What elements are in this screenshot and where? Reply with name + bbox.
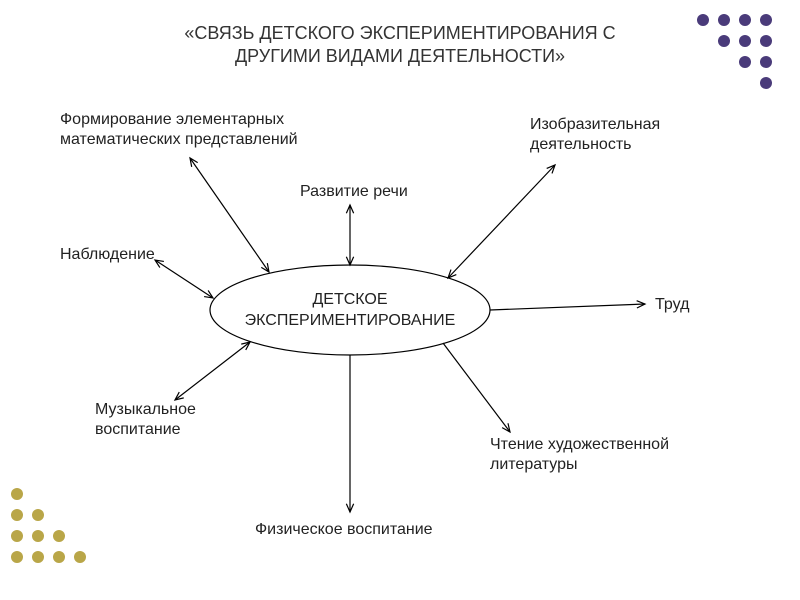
- arrowhead-icon: [155, 260, 164, 268]
- center-node: ДЕТСКОЕ ЭКСПЕРИМЕНТИРОВАНИЕ: [215, 290, 485, 332]
- node-music: Музыкальное воспитание: [95, 400, 196, 440]
- decorative-dot-icon: [11, 509, 23, 521]
- decorative-dot-icon: [11, 551, 23, 563]
- decorative-dot-icon: [32, 530, 44, 542]
- decorative-dot-icon: [739, 14, 751, 26]
- arrowhead-icon: [204, 290, 213, 298]
- decorative-dot-icon: [697, 14, 709, 26]
- connector-line: [175, 342, 250, 400]
- node-physical: Физическое воспитание: [255, 520, 433, 540]
- connector-line: [448, 165, 555, 278]
- decorative-dot-icon: [53, 551, 65, 563]
- arrowhead-icon: [346, 257, 353, 265]
- connector-line: [443, 343, 510, 432]
- decorative-dot-icon: [11, 488, 23, 500]
- arrowhead-icon: [346, 205, 353, 213]
- connector-line: [155, 260, 213, 298]
- node-speech: Развитие речи: [300, 182, 408, 202]
- decorative-dot-icon: [739, 56, 751, 68]
- connector-line: [190, 158, 269, 272]
- node-reading: Чтение художественной литературы: [490, 435, 669, 475]
- arrowhead-icon: [175, 392, 184, 400]
- decorative-dot-icon: [760, 77, 772, 89]
- node-art: Изобразительная деятельность: [530, 115, 660, 155]
- decorative-dot-icon: [760, 14, 772, 26]
- arrowhead-icon: [637, 301, 645, 308]
- decorative-dot-icon: [760, 35, 772, 47]
- decorative-dot-icon: [32, 509, 44, 521]
- node-labor: Труд: [655, 295, 689, 315]
- arrowhead-icon: [547, 165, 555, 173]
- decorative-dot-icon: [718, 14, 730, 26]
- arrowhead-icon: [448, 270, 456, 278]
- arrowhead-icon: [190, 158, 198, 167]
- decorative-dot-icon: [739, 35, 751, 47]
- arrowhead-icon: [261, 263, 269, 272]
- connector-line: [490, 304, 645, 310]
- decorative-dot-icon: [11, 530, 23, 542]
- arrowhead-icon: [241, 342, 250, 350]
- arrowhead-icon: [502, 423, 510, 432]
- decorative-dot-icon: [74, 551, 86, 563]
- decorative-dot-icon: [718, 35, 730, 47]
- decorative-dot-icon: [32, 551, 44, 563]
- diagram-canvas: { "title": { "text": "«СВЯЗЬ ДЕТСКОГО ЭК…: [0, 0, 800, 600]
- node-math: Формирование элементарных математических…: [60, 110, 298, 150]
- decorative-dot-icon: [53, 530, 65, 542]
- diagram-title: «СВЯЗЬ ДЕТСКОГО ЭКСПЕРИМЕНТИРОВАНИЯ С ДР…: [0, 22, 800, 69]
- arrowhead-icon: [346, 504, 353, 512]
- decorative-dot-icon: [760, 56, 772, 68]
- node-observe: Наблюдение: [60, 245, 155, 265]
